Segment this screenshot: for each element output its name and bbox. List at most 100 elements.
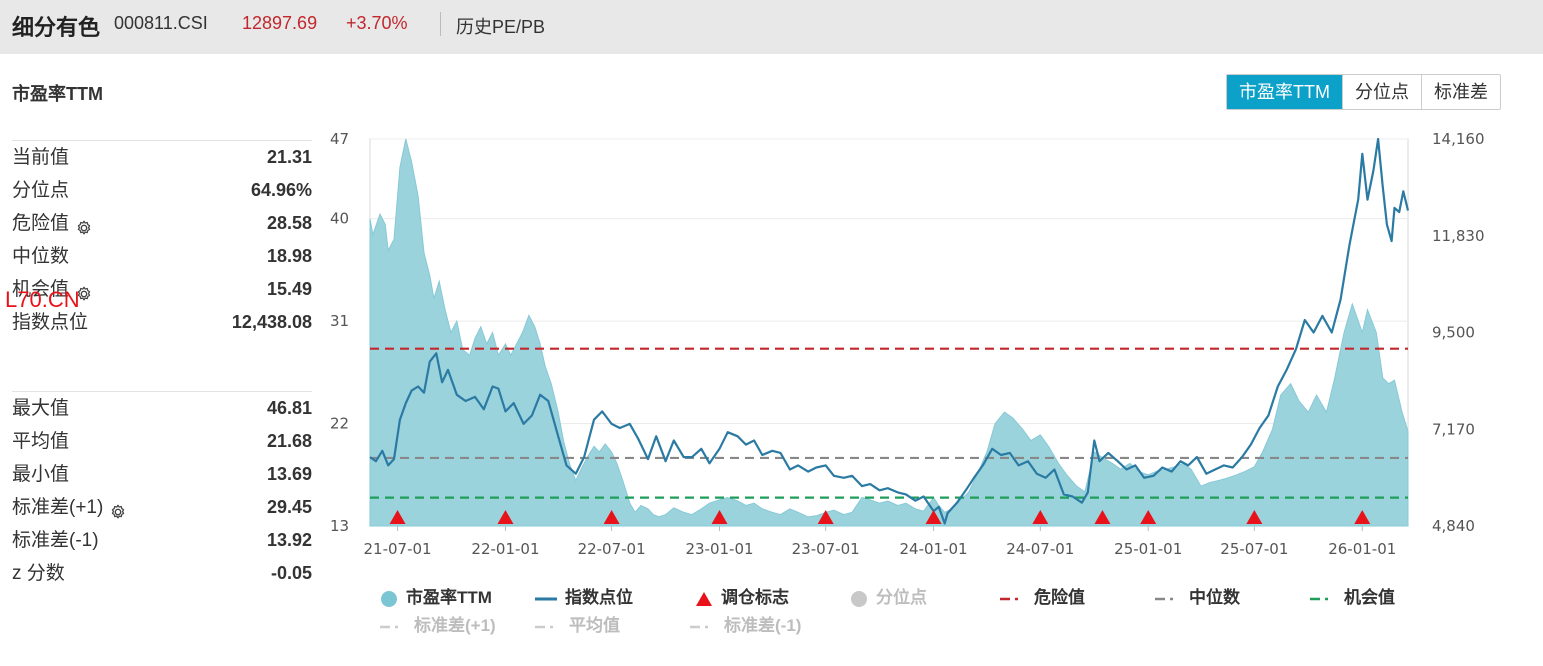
rebalance-marker bbox=[925, 510, 942, 524]
legend-dash-icon bbox=[535, 625, 553, 628]
legend-label: 调仓标志 bbox=[721, 588, 789, 607]
legend-line-icon bbox=[535, 597, 557, 601]
stat-label: 机会值 bbox=[12, 273, 93, 306]
stat-label: 危险值 bbox=[12, 207, 93, 240]
stat-value: 18.98 bbox=[266, 246, 312, 266]
stat-label: 指数点位 bbox=[12, 306, 88, 339]
tab-pe-ttm[interactable]: 市盈率TTM bbox=[1227, 75, 1343, 109]
legend-label: 危险值 bbox=[1034, 588, 1085, 607]
legend-triangle-icon bbox=[696, 591, 712, 606]
stat-value: 15.49 bbox=[266, 279, 312, 299]
stat-value: 21.68 bbox=[266, 431, 312, 451]
right-axis-tick: 9,500 bbox=[1432, 324, 1475, 342]
left-axis-tick: 13 bbox=[330, 517, 349, 535]
x-axis-tick: 26-01-01 bbox=[1328, 540, 1396, 558]
legend-label: 平均值 bbox=[569, 616, 620, 635]
stat-value: 13.69 bbox=[266, 464, 312, 484]
rebalance-marker bbox=[603, 510, 620, 524]
stat-value: 28.58 bbox=[266, 213, 312, 233]
gear-icon[interactable] bbox=[109, 499, 127, 519]
legend-item[interactable]: 标准差(-1) bbox=[690, 614, 801, 638]
legend-label: 机会值 bbox=[1344, 588, 1395, 607]
metric-tabs: 市盈率TTM 分位点 标准差 bbox=[1226, 74, 1501, 110]
legend-item[interactable]: 调仓标志 bbox=[695, 586, 789, 610]
legend-item[interactable]: 指数点位 bbox=[535, 586, 633, 610]
stat-value: 12,438.08 bbox=[231, 312, 312, 332]
left-axis-tick: 22 bbox=[330, 415, 349, 433]
x-axis-tick: 25-01-01 bbox=[1114, 540, 1182, 558]
stat-label-text: 最大值 bbox=[12, 398, 70, 419]
header-bar: 细分有色 000811.CSI 12897.69 +3.70% 历史PE/PB bbox=[0, 0, 1543, 54]
legend-label: 市盈率TTM bbox=[406, 588, 492, 607]
stat-label-text: z 分数 bbox=[12, 563, 65, 584]
x-axis-tick: 23-07-01 bbox=[792, 540, 860, 558]
x-axis-tick: 24-01-01 bbox=[900, 540, 968, 558]
section-title: 市盈率TTM bbox=[12, 84, 103, 104]
stat-label-text: 标准差(-1) bbox=[12, 530, 99, 551]
right-axis-tick: 7,170 bbox=[1432, 420, 1475, 438]
tab-std-dev[interactable]: 标准差 bbox=[1433, 82, 1488, 102]
stat-row: 指数点位 12,438.08 bbox=[12, 306, 312, 339]
stat-row: 最大值 46.81 bbox=[12, 392, 312, 425]
header-divider bbox=[440, 12, 441, 36]
stat-value: -0.05 bbox=[270, 563, 312, 583]
x-axis-tick: 25-07-01 bbox=[1220, 540, 1288, 558]
legend-dash-icon bbox=[1000, 597, 1018, 600]
gear-icon[interactable] bbox=[75, 281, 93, 301]
index-line bbox=[369, 137, 1410, 525]
legend-item[interactable]: 标准差(+1) bbox=[380, 614, 496, 638]
legend-item[interactable]: 市盈率TTM bbox=[380, 586, 492, 610]
stat-row: z 分数 -0.05 bbox=[12, 557, 312, 590]
stat-label: 分位点 bbox=[12, 174, 69, 207]
legend-item[interactable]: 危险值 bbox=[1000, 586, 1085, 610]
view-link-pe-pb[interactable]: 历史PE/PB bbox=[456, 17, 546, 37]
watermark-text: L70.CN bbox=[5, 287, 80, 312]
stat-label-text: 中位数 bbox=[12, 246, 70, 267]
stat-value: 21.31 bbox=[266, 147, 312, 167]
legend-label: 标准差(+1) bbox=[414, 616, 496, 635]
stat-label: 平均值 bbox=[12, 425, 69, 458]
rebalance-marker bbox=[389, 510, 406, 524]
stats-current: 当前值 21.31 分位点 64.96% 危险值 28.58 中位数 18.98 机会值 15.4… bbox=[12, 140, 312, 339]
stat-label: 当前值 bbox=[12, 141, 69, 174]
stat-label-text: 机会值 bbox=[12, 279, 70, 300]
legend-dash-icon bbox=[1155, 597, 1173, 600]
stat-row: 中位数 18.98 bbox=[12, 240, 312, 273]
stat-row: 标准差(+1) 29.45 bbox=[12, 491, 312, 524]
stat-label-text: 当前值 bbox=[12, 147, 70, 168]
rebalance-marker bbox=[711, 510, 728, 524]
x-axis-tick: 21-07-01 bbox=[364, 540, 432, 558]
x-axis-tick: 22-01-01 bbox=[471, 540, 539, 558]
legend-dash-icon bbox=[1310, 597, 1328, 600]
rebalance-marker bbox=[497, 510, 514, 524]
index-change: +3.70% bbox=[346, 13, 408, 33]
stat-value: 64.96% bbox=[250, 180, 312, 200]
right-axis-tick: 4,840 bbox=[1432, 517, 1475, 535]
pe-ttm-area bbox=[369, 138, 1409, 527]
legend-dot-icon bbox=[381, 590, 397, 607]
rebalance-marker bbox=[1140, 510, 1157, 524]
right-axis-tick: 11,830 bbox=[1432, 227, 1485, 245]
legend-item[interactable]: 机会值 bbox=[1310, 586, 1395, 610]
chart-legend: 市盈率TTM 指数点位 调仓标志 分位点 危险值 中位数 机会值标准差(+1) 平均值 标准差(… bbox=[380, 586, 1500, 646]
legend-dot-icon bbox=[851, 590, 867, 607]
stat-label-text: 指数点位 bbox=[12, 312, 89, 333]
stats-history: 最大值 46.81 平均值 21.68 最小值 13.69 标准差(+1) 29.45 标准差(… bbox=[12, 391, 312, 590]
legend-item[interactable]: 分位点 bbox=[850, 586, 927, 610]
legend-item[interactable]: 中位数 bbox=[1155, 586, 1240, 610]
x-axis-tick: 22-07-01 bbox=[578, 540, 646, 558]
stat-row: 分位点 64.96% bbox=[12, 174, 312, 207]
stat-value: 13.92 bbox=[266, 530, 312, 550]
legend-dash-icon bbox=[690, 625, 708, 628]
stat-label: 标准差(-1) bbox=[12, 524, 99, 557]
gear-icon[interactable] bbox=[75, 215, 93, 235]
stat-label-text: 分位点 bbox=[12, 180, 70, 201]
tab-percentile[interactable]: 分位点 bbox=[1343, 75, 1422, 109]
legend-dash-icon bbox=[380, 625, 398, 628]
stat-value: 46.81 bbox=[266, 398, 312, 418]
legend-item[interactable]: 平均值 bbox=[535, 614, 620, 638]
index-code: 000811.CSI bbox=[114, 13, 208, 33]
stat-label: 最大值 bbox=[12, 392, 69, 425]
rebalance-marker bbox=[1094, 510, 1111, 524]
stat-label-text: 危险值 bbox=[12, 213, 70, 234]
